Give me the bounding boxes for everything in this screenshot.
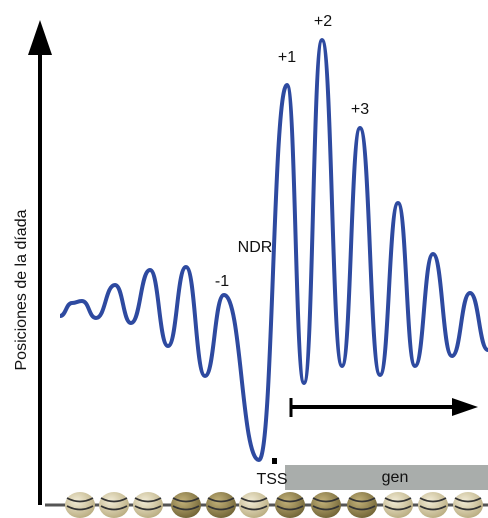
gene-label: gen [382,469,409,486]
gene-bar [285,465,488,490]
region-label: NDR [238,239,273,256]
nucleosome [311,492,341,518]
nucleosome [65,492,95,518]
peak-label: +2 [314,13,332,30]
nucleosomes [65,492,483,518]
occupancy-curve [59,37,488,463]
nucleosome [171,492,201,518]
nucleosome [383,492,413,518]
peak-label: -1 [215,273,229,290]
nucleosome [99,492,129,518]
nucleosome [453,492,483,518]
y-axis-arrow [28,20,52,55]
arrow-head [452,398,478,416]
nucleosome [275,492,305,518]
peak-label: +1 [278,49,296,66]
nucleosome [418,492,448,518]
curve-path [59,37,488,463]
axis-label: Posiciones de la díada [13,209,30,370]
peak-label: +3 [351,101,369,118]
nucleosome [347,492,377,518]
nucleosome [206,492,236,518]
nucleosome [239,492,269,518]
tss-label: TSS [256,471,287,488]
tss-mark [272,458,277,464]
nucleosome [133,492,163,518]
